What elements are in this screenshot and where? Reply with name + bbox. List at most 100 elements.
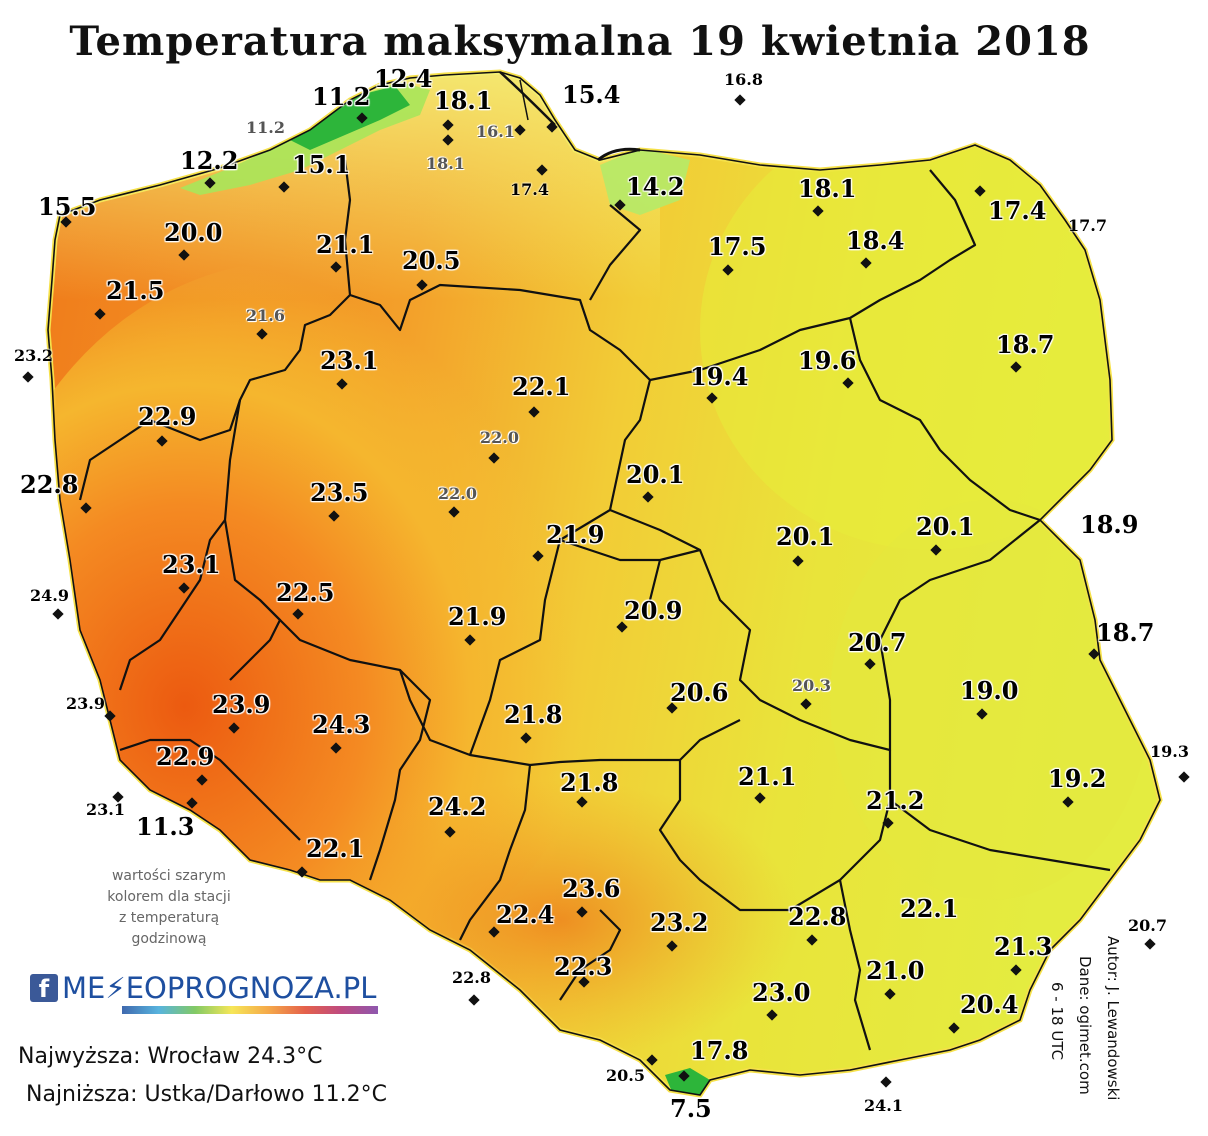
temperature-label: 22.0 — [480, 428, 519, 447]
station-marker — [576, 906, 588, 918]
temperature-label: 18.7 — [1096, 618, 1155, 647]
temperature-label: 23.1 — [320, 346, 379, 375]
station-marker — [882, 817, 894, 829]
temperature-label: 15.1 — [292, 150, 351, 179]
temperature-label: 22.8 — [20, 470, 79, 499]
station-marker — [488, 926, 500, 938]
station-marker — [520, 732, 532, 744]
station-marker — [678, 1070, 690, 1082]
station-markers — [22, 94, 1190, 1088]
temperature-label: 11.2 — [246, 118, 285, 137]
temperature-label: 15.4 — [562, 80, 621, 109]
temperature-label: 23.9 — [66, 694, 105, 713]
station-marker — [880, 1076, 892, 1088]
temperature-label: 17.7 — [1068, 216, 1107, 235]
temperature-label: 7.5 — [670, 1094, 712, 1123]
station-marker — [416, 279, 428, 291]
temperature-label: 22.8 — [452, 968, 491, 987]
station-marker — [806, 934, 818, 946]
temperature-label: 21.6 — [246, 306, 285, 325]
station-marker — [734, 94, 746, 106]
temperature-label: 21.0 — [866, 956, 925, 985]
station-marker — [974, 185, 986, 197]
temperature-label: 17.4 — [988, 196, 1047, 225]
temperature-label: 22.3 — [554, 952, 613, 981]
temperature-label: 21.3 — [994, 932, 1053, 961]
temperature-label: 22.9 — [156, 742, 215, 771]
gray-values-note: wartości szarym kolorem dla stacji z tem… — [84, 866, 254, 950]
temperature-label: 12.4 — [374, 64, 433, 93]
note-line: kolorem dla stacji — [107, 889, 231, 905]
station-marker — [1062, 796, 1074, 808]
temperature-label: 23.1 — [162, 550, 221, 579]
temperature-label: 21.1 — [316, 230, 375, 259]
temperature-label: 22.4 — [496, 900, 555, 929]
temperature-label: 19.6 — [798, 346, 857, 375]
station-marker — [616, 621, 628, 633]
station-marker — [642, 491, 654, 503]
station-marker — [532, 550, 544, 562]
station-marker — [296, 866, 308, 878]
station-marker — [754, 792, 766, 804]
temperature-label: 20.0 — [164, 218, 223, 247]
facebook-icon[interactable]: f — [30, 974, 58, 1003]
temperature-label: 20.7 — [1128, 916, 1167, 935]
temperature-label: 24.9 — [30, 586, 69, 605]
temperature-label: 11.3 — [136, 812, 195, 841]
brand-color-bar — [122, 1006, 378, 1014]
temperature-label: 18.1 — [434, 86, 493, 115]
station-marker — [766, 1009, 778, 1021]
meteoprognoza-logo[interactable]: f ME⚡EOPROGNOZA.PL — [30, 968, 376, 1008]
temperature-label: 22.5 — [276, 578, 335, 607]
station-marker — [666, 940, 678, 952]
temperature-label: 23.5 — [310, 478, 369, 507]
station-marker — [228, 722, 240, 734]
station-marker — [330, 261, 342, 273]
temperature-label: 22.1 — [306, 834, 365, 863]
temperature-label: 23.1 — [86, 800, 125, 819]
station-marker — [464, 634, 476, 646]
temperature-label: 20.5 — [606, 1066, 645, 1085]
station-marker — [328, 510, 340, 522]
max-temperature-text: Najwyższa: Wrocław 24.3°C — [18, 1044, 323, 1069]
temperature-label: 14.2 — [626, 172, 685, 201]
temperature-label: 21.9 — [546, 520, 605, 549]
temperature-label: 19.0 — [960, 676, 1019, 705]
station-marker — [578, 976, 590, 988]
temperature-label: 23.2 — [650, 908, 709, 937]
temperature-label: 20.7 — [848, 628, 907, 657]
temperature-label: 20.9 — [624, 596, 683, 625]
temperature-label: 22.8 — [788, 902, 847, 931]
station-marker — [930, 544, 942, 556]
station-marker — [528, 406, 540, 418]
map-title: Temperatura maksymalna 19 kwietnia 2018 — [69, 18, 1091, 65]
station-marker — [722, 264, 734, 276]
station-marker — [448, 506, 460, 518]
temperature-label: 12.2 — [180, 146, 239, 175]
temperature-label: 18.1 — [426, 154, 465, 173]
station-marker — [1178, 771, 1190, 783]
temperature-label: 15.5 — [38, 192, 97, 221]
temperature-label: 18.1 — [798, 174, 857, 203]
temperature-label: 18.7 — [996, 330, 1055, 359]
station-marker — [22, 371, 34, 383]
temperature-label: 20.3 — [792, 676, 831, 695]
author-credit: Autor: J. Lewandowski — [1104, 936, 1122, 1101]
temperature-label: 17.4 — [510, 180, 549, 199]
station-marker — [256, 328, 268, 340]
temperature-label: 23.9 — [212, 690, 271, 719]
station-marker — [292, 608, 304, 620]
station-marker — [800, 698, 812, 710]
station-marker — [1010, 964, 1022, 976]
station-marker — [706, 392, 718, 404]
temperature-label: 20.4 — [960, 990, 1019, 1019]
station-marker — [156, 435, 168, 447]
temperature-label: 22.9 — [138, 402, 197, 431]
min-temperature-text: Najniższa: Ustka/Darłowo 11.2°C — [26, 1082, 387, 1107]
station-marker — [196, 774, 208, 786]
temperature-label: 23.0 — [752, 978, 811, 1007]
temperature-label: 21.9 — [448, 602, 507, 631]
station-marker — [52, 608, 64, 620]
